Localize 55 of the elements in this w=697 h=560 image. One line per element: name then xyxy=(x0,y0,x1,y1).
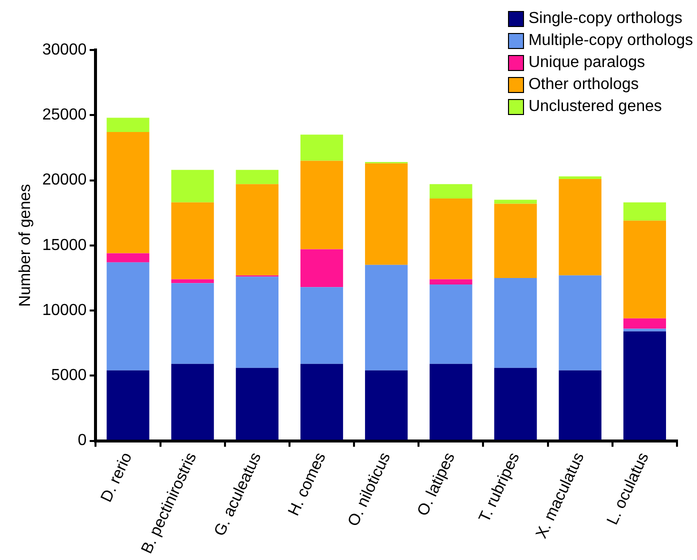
bar xyxy=(430,184,472,198)
bar xyxy=(623,318,666,329)
legend-label: Unclustered genes xyxy=(528,97,662,117)
y-tick-label: 10000 xyxy=(42,302,87,319)
bar xyxy=(171,202,214,280)
bar xyxy=(236,170,278,184)
bar xyxy=(558,176,602,179)
bar xyxy=(300,160,344,250)
bar xyxy=(365,163,408,265)
bar xyxy=(623,328,666,332)
legend-label: Multiple-copy orthologs xyxy=(528,31,693,51)
y-axis-title: Number of genes xyxy=(17,184,34,307)
bar xyxy=(494,200,537,204)
bar xyxy=(558,370,602,440)
bar xyxy=(106,262,150,370)
bar xyxy=(300,364,344,440)
bar xyxy=(106,132,150,254)
bar xyxy=(430,364,472,440)
bar xyxy=(365,264,408,370)
bar xyxy=(236,184,278,276)
x-tick-label: D. rerio xyxy=(98,450,136,505)
bar xyxy=(300,287,344,364)
bar xyxy=(171,364,214,440)
bar xyxy=(430,198,472,280)
bar xyxy=(623,202,666,221)
legend-label: Other orthologs xyxy=(528,75,639,95)
y-tick-label: 25000 xyxy=(42,106,87,124)
x-tick-label: H. comes xyxy=(285,450,330,519)
bar xyxy=(300,134,344,161)
y-tick-label: 15000 xyxy=(42,236,87,254)
bar xyxy=(171,283,214,364)
legend-label: Single-copy orthologs xyxy=(528,9,682,29)
bar xyxy=(430,279,472,284)
bar xyxy=(106,253,150,262)
bar xyxy=(623,220,666,318)
y-tick-label: 30000 xyxy=(42,41,87,58)
bar xyxy=(171,279,214,284)
bar xyxy=(430,284,472,364)
bar xyxy=(236,368,278,440)
bar xyxy=(106,118,150,132)
legend-label: Unique paralogs xyxy=(528,53,645,73)
bar xyxy=(365,370,408,440)
bar xyxy=(623,331,666,440)
bar xyxy=(558,178,602,276)
bar xyxy=(494,368,537,440)
bar xyxy=(558,275,602,370)
y-tick-label: 0 xyxy=(78,432,87,450)
bar xyxy=(236,276,278,368)
y-tick-label: 20000 xyxy=(42,172,87,189)
bar xyxy=(300,249,344,288)
y-tick-label: 5000 xyxy=(51,367,87,384)
bar xyxy=(494,204,537,278)
bar xyxy=(106,370,150,440)
bar xyxy=(171,170,214,202)
bar xyxy=(494,278,537,368)
